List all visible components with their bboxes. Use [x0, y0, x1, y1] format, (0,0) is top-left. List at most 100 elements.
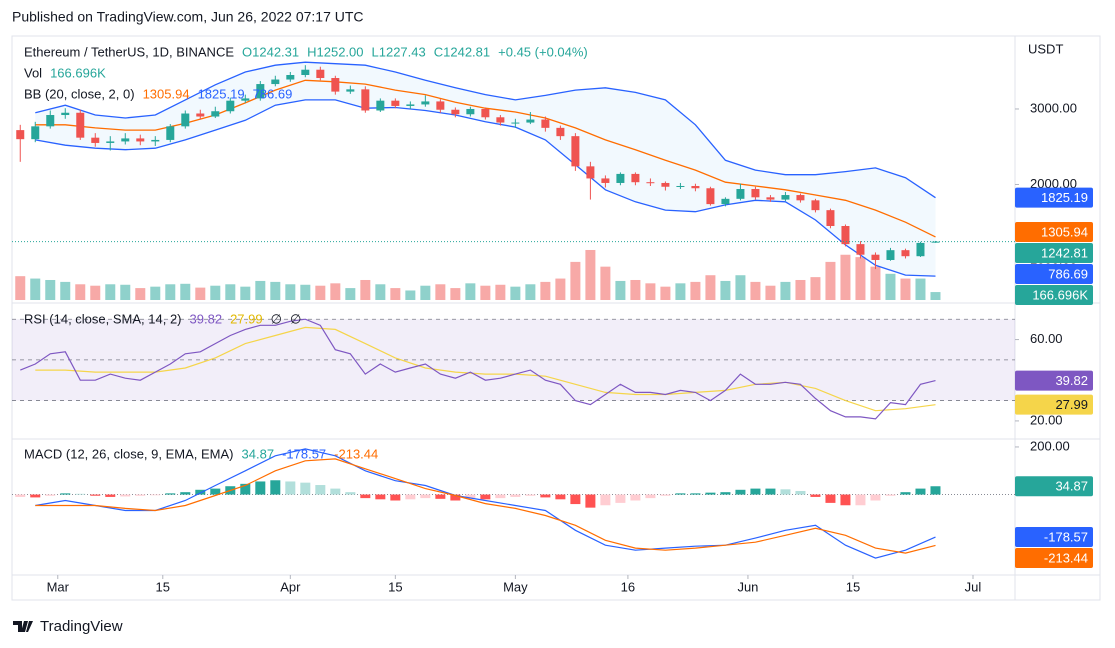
candle-body [211, 111, 220, 117]
rsi-line [20, 318, 936, 420]
histogram-bar [600, 494, 611, 506]
bb-upper-value: 1825.19 [198, 86, 245, 101]
ohlc-value: C1242.81 [434, 44, 490, 59]
price-badge-label: 1305.94 [1041, 224, 1088, 239]
histogram-bar [675, 493, 686, 495]
candle-body [421, 101, 430, 105]
histogram-bar [120, 494, 131, 497]
price-badge-label: 166.696K [1032, 287, 1088, 302]
candle-body [346, 89, 355, 92]
histogram-bar [420, 494, 431, 499]
histogram-bar [375, 494, 386, 500]
candle-body [661, 182, 670, 187]
volume-bar [330, 283, 341, 300]
candle-body [301, 69, 310, 75]
y-tick-label: 2000.00 [1030, 176, 1077, 191]
histogram-bar [795, 490, 806, 495]
histogram-bar [240, 483, 251, 495]
volume-bar [195, 287, 206, 300]
price-badge [1015, 264, 1093, 284]
candle-body [931, 241, 940, 243]
volume-bar [105, 284, 116, 300]
logo-mark [13, 621, 33, 632]
bb-middle-value: 1305.94 [143, 86, 190, 101]
volume-bar [570, 261, 581, 300]
histogram-bar [300, 482, 311, 495]
bb-band-fill [35, 62, 936, 277]
candle-body [526, 119, 535, 123]
histogram-bar [465, 494, 476, 499]
price-badge-label: 786.69 [1048, 266, 1088, 281]
price-badge [1015, 187, 1093, 208]
histogram-bar [285, 481, 296, 495]
volume-bar [255, 280, 266, 300]
candle-body [256, 84, 265, 99]
histogram-bar [510, 494, 521, 497]
candle-body [721, 198, 730, 205]
volume-bar [285, 284, 296, 300]
volume-bar [540, 281, 551, 300]
volume-bar [180, 283, 191, 300]
footer-brand: TradingView [40, 618, 123, 635]
histogram-bar [360, 494, 371, 499]
volume-bar [495, 284, 506, 300]
bb-lower-line [35, 99, 936, 277]
candle-body [46, 115, 55, 127]
volume-bar [150, 286, 161, 300]
candle-body [781, 195, 790, 200]
histogram-bar [390, 494, 401, 501]
price-badge [1015, 285, 1093, 305]
histogram-bar [315, 485, 326, 495]
volume-bar [840, 254, 851, 300]
candle-body [826, 210, 835, 227]
volume-bar [390, 288, 401, 300]
candle-body [241, 98, 250, 101]
candle-body [196, 113, 205, 117]
histogram-bar [270, 480, 281, 495]
histogram-bar [540, 494, 551, 498]
histogram-bar [45, 494, 56, 496]
candle-body [466, 108, 475, 115]
x-tick-label: 15 [846, 579, 860, 594]
histogram-bar [720, 492, 731, 495]
volume-value: 166.696K [50, 65, 106, 80]
x-tick-label: 15 [156, 579, 170, 594]
histogram-bar [330, 488, 341, 495]
histogram-bar [555, 494, 566, 500]
candle-body [121, 138, 130, 142]
y-tick-label: 20.00 [1030, 412, 1063, 427]
price-badge [1015, 476, 1093, 497]
candle-body [616, 173, 625, 183]
x-tick-label: May [503, 579, 528, 594]
volume-bar [15, 276, 26, 300]
candle-body [871, 254, 880, 260]
histogram-bar [255, 481, 266, 495]
candle-body [586, 166, 595, 179]
volume-bar [360, 279, 371, 300]
price-badge-label: -178.57 [1044, 529, 1088, 544]
volume-bar [690, 281, 701, 300]
candle-body [271, 79, 280, 85]
volume-bar [420, 285, 431, 300]
price-badge-label: 1825.19 [1041, 190, 1088, 205]
candle-body [106, 141, 115, 143]
x-tick-label: Mar [47, 579, 70, 594]
histogram-bar [405, 494, 416, 500]
histogram-bar [750, 488, 761, 495]
candle-body [601, 178, 610, 183]
volume-bar [675, 283, 686, 300]
candle-body [751, 189, 760, 198]
macd-title: MACD (12, 26, close, 9, EMA, EMA) [24, 446, 234, 461]
candle-body [376, 100, 385, 111]
volume-bar [630, 279, 641, 300]
candle-body [706, 188, 715, 205]
price-badge-label: 34.87 [1055, 479, 1088, 494]
histogram-bar [690, 493, 701, 495]
volume-bar [510, 286, 521, 300]
volume-bar [30, 278, 41, 300]
volume-bar [405, 290, 416, 300]
volume-bar [585, 249, 596, 300]
price-badge [1015, 394, 1093, 415]
histogram-bar [105, 494, 116, 497]
